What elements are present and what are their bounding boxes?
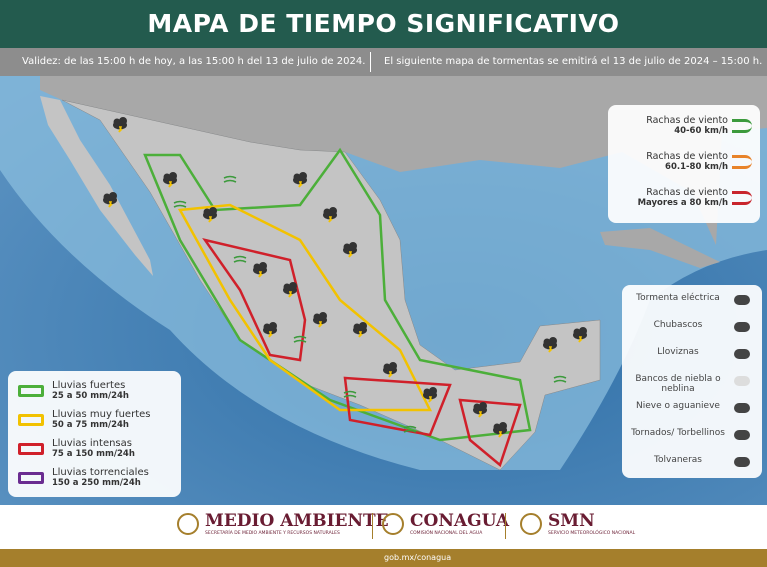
rain-item: Lluvias fuertes 25 a 50 mm/24h — [52, 380, 129, 401]
logo-emblem — [177, 513, 199, 535]
wind-icon — [732, 119, 752, 133]
wind-label: Rachas de viento — [646, 115, 728, 126]
logo-name: CONAGUA — [410, 511, 510, 531]
wind-range: Mayores a 80 km/h — [637, 198, 728, 208]
rain-label: Lluvias torrenciales — [52, 467, 149, 478]
wind-item: Rachas de viento 60.1-80 km/h — [646, 151, 728, 172]
rain-area — [177, 203, 433, 412]
rain-legend: Lluvias fuertes 25 a 50 mm/24h Lluvias muy… — [8, 371, 181, 497]
logo-emblem — [382, 513, 404, 535]
wind-icon — [732, 191, 752, 205]
logo: CONAGUA COMISIÓN NACIONAL DEL AGUA — [410, 511, 509, 536]
symbol-icon — [734, 295, 750, 305]
rain-item: Lluvias muy fuertes 50 a 75 mm/24h — [52, 409, 150, 430]
logo: SMN SERVICIO METEOROLÓGICO NACIONAL — [548, 511, 635, 536]
rain-label: Lluvias fuertes — [52, 380, 126, 391]
footer: MEDIO AMBIENTE SECRETARÍA DE MEDIO AMBIEN… — [0, 505, 767, 549]
symbol-icon — [734, 376, 750, 386]
logo-name: MEDIO AMBIENTE — [205, 511, 389, 531]
rain-swatch — [18, 472, 44, 484]
symbol-label: Bancos de niebla o neblina — [635, 374, 721, 394]
logo-sub: SECRETARÍA DE MEDIO AMBIENTE Y RECURSOS … — [205, 531, 340, 536]
logo-sub: COMISIÓN NACIONAL DEL AGUA — [410, 531, 483, 536]
wind-label: Rachas de viento — [646, 187, 728, 198]
cuba — [600, 228, 720, 268]
symbol-icon — [734, 430, 750, 440]
separator — [370, 52, 371, 72]
logo-sub: SERVICIO METEOROLÓGICO NACIONAL — [548, 531, 636, 536]
wind-item: Rachas de viento 40-60 km/h — [646, 115, 728, 136]
symbol-label: Chubascos — [653, 320, 703, 330]
wind-range: 40-60 km/h — [674, 126, 728, 136]
baja-california — [40, 96, 153, 276]
rain-area — [202, 238, 522, 468]
logo-emblem — [520, 513, 542, 535]
validity-left: Validez: de las 15:00 h de hoy, a las 15… — [22, 56, 366, 67]
wind-item: Rachas de viento Mayores a 80 km/h — [638, 187, 728, 208]
wind-range: 60.1-80 km/h — [665, 162, 728, 172]
symbol-icon — [734, 349, 750, 359]
symbol-label: Tolvaneras — [654, 455, 702, 465]
validity-bar: Validez: de las 15:00 h de hoy, a las 15… — [0, 48, 767, 76]
wind-icon — [732, 155, 752, 169]
rain-range: 50 a 75 mm/24h — [52, 420, 129, 430]
symbol-label: Tormenta eléctrica — [636, 293, 720, 303]
symbol-label: Nieve o aguanieve — [636, 401, 720, 411]
divider — [505, 513, 506, 539]
rain-range: 75 a 150 mm/24h — [52, 449, 135, 459]
wind-label: Rachas de viento — [646, 151, 728, 162]
rain-swatch — [18, 414, 44, 426]
symbol-icon — [734, 457, 750, 467]
link: gob.mx/conagua — [384, 553, 452, 562]
logo-name: SMN — [548, 511, 595, 531]
symbol-icon — [734, 403, 750, 413]
divider — [372, 513, 373, 539]
symbol-legend: Tormenta eléctrica Chubascos Lloviznas Banc… — [622, 285, 762, 478]
rain-label: Lluvias intensas — [52, 438, 132, 449]
wind-legend: Rachas de viento 40-60 km/h Rachas de vien… — [608, 105, 760, 223]
title: MAPA DE TIEMPO SIGNIFICATIVO — [0, 0, 767, 48]
rain-range: 25 a 50 mm/24h — [52, 391, 129, 401]
rain-item: Lluvias torrenciales 150 a 250 mm/24h — [52, 467, 149, 488]
rain-range: 150 a 250 mm/24h — [52, 478, 141, 488]
symbol-icon — [734, 322, 750, 332]
symbol-label: Tornados/ Torbellinos — [631, 428, 725, 438]
rain-swatch — [18, 443, 44, 455]
rain-swatch — [18, 385, 44, 397]
validity-right: El siguiente mapa de tormentas se emitir… — [384, 56, 763, 67]
rain-label: Lluvias muy fuertes — [52, 409, 151, 420]
rain-item: Lluvias intensas 75 a 150 mm/24h — [52, 438, 135, 459]
bottom-bar: gob.mx/conagua — [0, 549, 767, 567]
usa — [40, 76, 767, 245]
symbol-label: Lloviznas — [657, 347, 699, 357]
logo: MEDIO AMBIENTE SECRETARÍA DE MEDIO AMBIEN… — [205, 511, 389, 536]
